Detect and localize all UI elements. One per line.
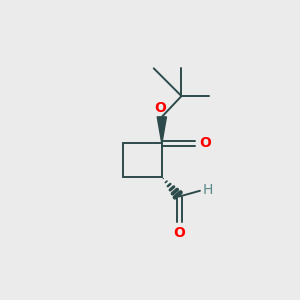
Text: O: O	[199, 136, 211, 150]
Polygon shape	[157, 117, 167, 143]
Text: O: O	[173, 226, 185, 240]
Text: O: O	[155, 100, 167, 115]
Text: H: H	[203, 183, 213, 196]
